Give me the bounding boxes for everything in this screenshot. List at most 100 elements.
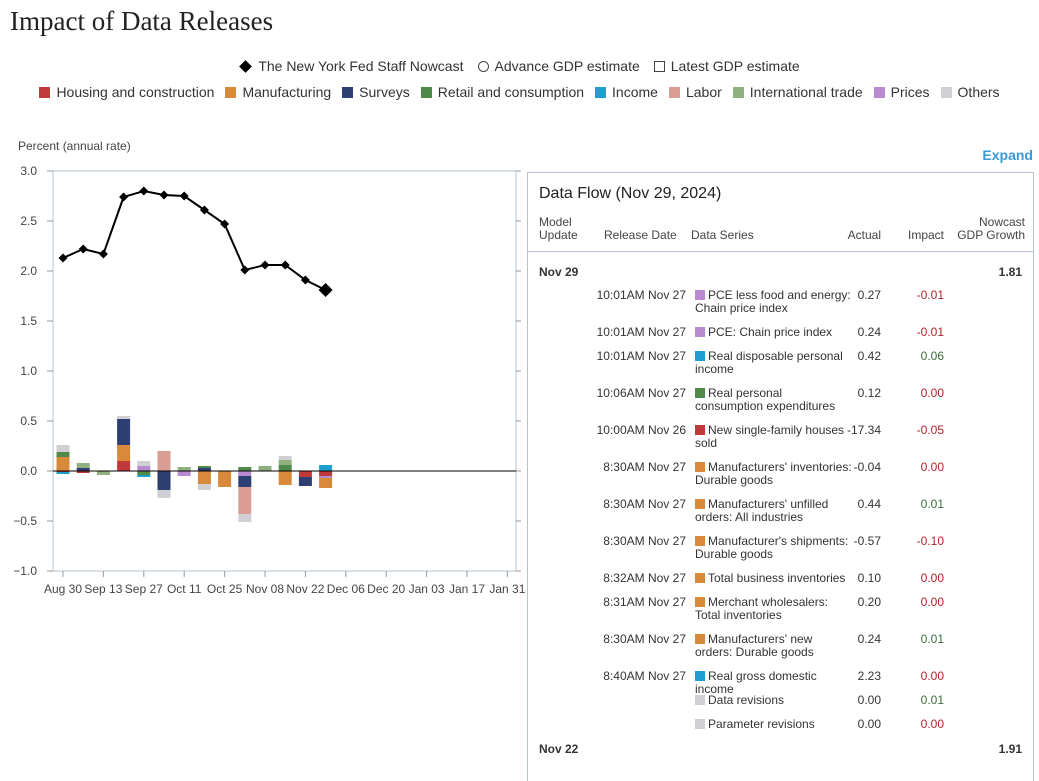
contribution-bar [117, 445, 131, 461]
legend-item-category[interactable]: Housing and construction [39, 84, 214, 100]
data-series: Manufacturer's shipments: Durable goods [695, 535, 853, 561]
contribution-bar [76, 463, 90, 468]
diamond-icon [239, 59, 253, 73]
legend-item-category[interactable]: International trade [732, 84, 863, 100]
actual-value: 0.24 [857, 632, 881, 646]
legend-label: Advance GDP estimate [494, 58, 640, 74]
model-update-date: Nov 29 [539, 265, 579, 279]
nowcast-point [58, 253, 68, 263]
contribution-bar [278, 465, 292, 471]
release-time: 10:01AM Nov 27 [596, 349, 686, 363]
header-impact: Impact [907, 228, 944, 242]
contribution-bar [137, 461, 151, 466]
header-nowcast: Nowcast GDP Growth [957, 215, 1025, 242]
contribution-bar [319, 465, 333, 471]
actual-value: 0.24 [857, 325, 881, 339]
nowcast-point [280, 260, 290, 270]
header-release-date: Release Date [604, 228, 677, 242]
square-icon [653, 60, 665, 72]
header-model-update: Model Update [539, 215, 578, 242]
release-time: 8:31AM Nov 27 [603, 595, 686, 609]
nowcast-point [139, 186, 149, 196]
contribution-bar [56, 452, 70, 457]
legend-item-category[interactable]: Labor [668, 84, 722, 100]
contribution-bar [177, 471, 191, 476]
nowcast-line [62, 189, 327, 291]
category-swatch-icon [695, 597, 705, 607]
color-swatch-icon [595, 86, 607, 98]
actual-value: 0.00 [857, 717, 881, 731]
legend-label: Housing and construction [56, 84, 215, 100]
data-series-label: Total business inventories [708, 571, 846, 585]
contribution-bar [56, 457, 70, 471]
model-update-row[interactable]: Nov 22 1.91 [539, 742, 1022, 756]
circle-icon [477, 60, 489, 72]
y-tick-label: −1.0 [13, 564, 37, 578]
legend-item-nowcast[interactable]: The New York Fed Staff Nowcast [239, 58, 464, 74]
contribution-bar [76, 471, 90, 473]
category-swatch-icon [695, 462, 705, 472]
nowcast-point [159, 190, 169, 200]
model-update-row[interactable]: Nov 29 1.81 [539, 265, 1022, 279]
y-axis-label: Percent (annual rate) [18, 139, 131, 153]
data-series: Merchant wholesalers: Total inventories [695, 596, 853, 622]
actual-value: 0.27 [857, 288, 881, 302]
x-tick-label: Oct 11 [167, 582, 202, 596]
legend-item-category[interactable]: Prices [873, 84, 930, 100]
category-swatch-icon [695, 719, 705, 729]
expand-link[interactable]: Expand [982, 147, 1033, 163]
contribution-bar [137, 466, 151, 471]
legend-label: The New York Fed Staff Nowcast [258, 58, 464, 74]
actual-value: -0.04 [853, 460, 881, 474]
data-series: Real gross domestic income [695, 670, 853, 696]
legend-item-category[interactable]: Manufacturing [225, 84, 331, 100]
actual-value: 0.00 [857, 693, 881, 707]
impact-value: 0.00 [920, 717, 944, 731]
data-series: Real personal consumption expenditures [695, 387, 853, 413]
impact-value: 0.00 [920, 669, 944, 683]
y-tick-label: 3.0 [20, 164, 37, 178]
contribution-bar [238, 487, 252, 514]
contribution-bar [117, 461, 131, 471]
color-swatch-icon [668, 86, 680, 98]
impact-value: 0.00 [920, 595, 944, 609]
release-time: 8:30AM Nov 27 [603, 460, 686, 474]
legend-item-latest-gdp[interactable]: Latest GDP estimate [653, 58, 800, 74]
release-time: 8:30AM Nov 27 [603, 497, 686, 511]
data-series: Real disposable personal income [695, 350, 853, 376]
category-swatch-icon [695, 425, 705, 435]
data-series: PCE: Chain price index [695, 326, 853, 339]
nowcast-point [300, 275, 310, 285]
y-tick-label: 0.0 [20, 464, 37, 478]
color-swatch-icon [225, 86, 237, 98]
contribution-bar [157, 451, 171, 471]
data-series-label: Real gross domestic income [695, 669, 817, 696]
category-swatch-icon [695, 695, 705, 705]
legend-item-category[interactable]: Retail and consumption [420, 84, 585, 100]
legend-item-category[interactable]: Income [595, 84, 658, 100]
category-swatch-icon [695, 634, 705, 644]
legend-item-category[interactable]: Surveys [342, 84, 410, 100]
data-series-label: Data revisions [708, 693, 785, 707]
actual-value: 0.42 [857, 349, 881, 363]
data-series-label: Manufacturers' new orders: Durable goods [695, 632, 814, 659]
category-swatch-icon [695, 536, 705, 546]
legend-label: Retail and consumption [437, 84, 585, 100]
x-tick-label: Nov 08 [246, 582, 284, 596]
color-swatch-icon [39, 86, 51, 98]
nowcast-chart: 3.0 2.5 2.0 1.5 1.0 0.5 0.0 −0.5 −1.0 Aug 30 Sep 1… [13, 164, 525, 596]
data-series-label: Manufacturer's shipments: Durable goods [695, 534, 849, 561]
legend-item-advance-gdp[interactable]: Advance GDP estimate [477, 58, 640, 74]
color-swatch-icon [732, 86, 744, 98]
y-tick-label: 2.5 [20, 214, 37, 228]
legend-label: International trade [749, 84, 863, 100]
plot-frame [52, 170, 517, 572]
legend-item-category[interactable]: Others [940, 84, 1000, 100]
actual-value: 0.12 [857, 386, 881, 400]
data-series-label: PCE less food and energy: Chain price in… [695, 288, 851, 315]
color-swatch-icon [940, 86, 952, 98]
actual-value: -17.34 [846, 423, 881, 437]
data-series: Parameter revisions [695, 718, 853, 731]
impact-value: 0.00 [920, 386, 944, 400]
nowcast-point [199, 205, 209, 215]
